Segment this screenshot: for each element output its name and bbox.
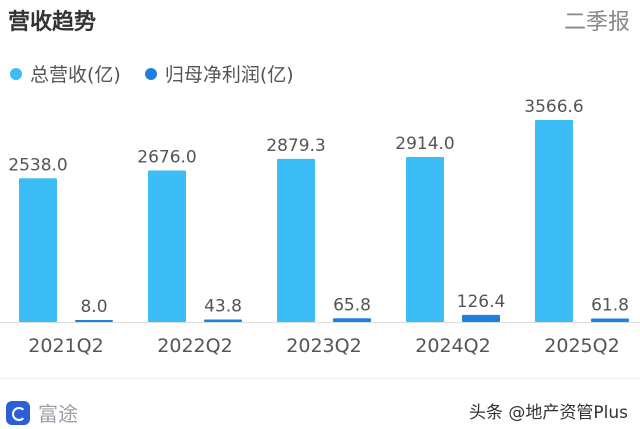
bar-net-profit-2024Q2 [462,314,500,322]
chart-legend: 总营收(亿) 归母净利润(亿) [10,60,294,87]
bar-revenue-2025Q2 [535,120,573,322]
brand-name: 富途 [38,402,78,426]
x-tick-label-2022Q2: 2022Q2 [157,335,232,357]
data-label-revenue-2024Q2: 2914.0 [395,134,454,154]
bar-revenue-2022Q2 [148,170,186,322]
bar-revenue-2023Q2 [277,158,315,322]
x-tick-label-2023Q2: 2023Q2 [286,335,361,357]
data-label-net-profit-2025Q2: 61.8 [591,295,629,315]
x-tick-label-2024Q2: 2024Q2 [415,335,490,357]
data-label-net-profit-2023Q2: 65.8 [333,295,371,315]
legend-item-net-profit: 归母净利润(亿) [144,60,294,87]
legend-item-revenue: 总营收(亿) [10,60,121,87]
legend-dot-net-profit [144,67,157,80]
legend-dot-revenue [10,67,22,80]
data-label-revenue-2023Q2: 2879.3 [266,136,325,156]
bar-revenue-2021Q2 [19,178,57,322]
watermark: 头条 @地产资管Plus [468,403,628,423]
bar-net-profit-2021Q2 [75,320,113,322]
chart-title: 营收趋势 [8,10,97,35]
x-tick-label-2025Q2: 2025Q2 [544,335,619,357]
data-label-net-profit-2022Q2: 43.8 [204,297,242,317]
bar-net-profit-2025Q2 [591,318,629,322]
legend-label-net-profit: 归母净利润(亿) [164,64,294,86]
bar-chart: 2538.0 8.0 2021Q2 2676.0 43.8 2022Q2 2879.3 65.… [0,97,640,357]
bar-net-profit-2023Q2 [333,318,371,322]
data-label-revenue-2025Q2: 3566.6 [524,97,583,117]
data-label-revenue-2022Q2: 2676.0 [137,147,196,167]
bar-net-profit-2022Q2 [204,319,242,322]
brand: 富途 [6,398,78,427]
futu-logo-icon [6,400,30,425]
legend-label-revenue: 总营收(亿) [30,64,121,86]
data-label-net-profit-2021Q2: 8.0 [80,297,107,317]
period-label: 二季报 [563,10,630,35]
x-tick-label-2021Q2: 2021Q2 [28,335,103,357]
data-label-revenue-2021Q2: 2538.0 [8,155,67,175]
data-label-net-profit-2024Q2: 126.4 [457,292,506,312]
bar-revenue-2024Q2 [406,156,444,322]
footer-divider [0,378,640,379]
